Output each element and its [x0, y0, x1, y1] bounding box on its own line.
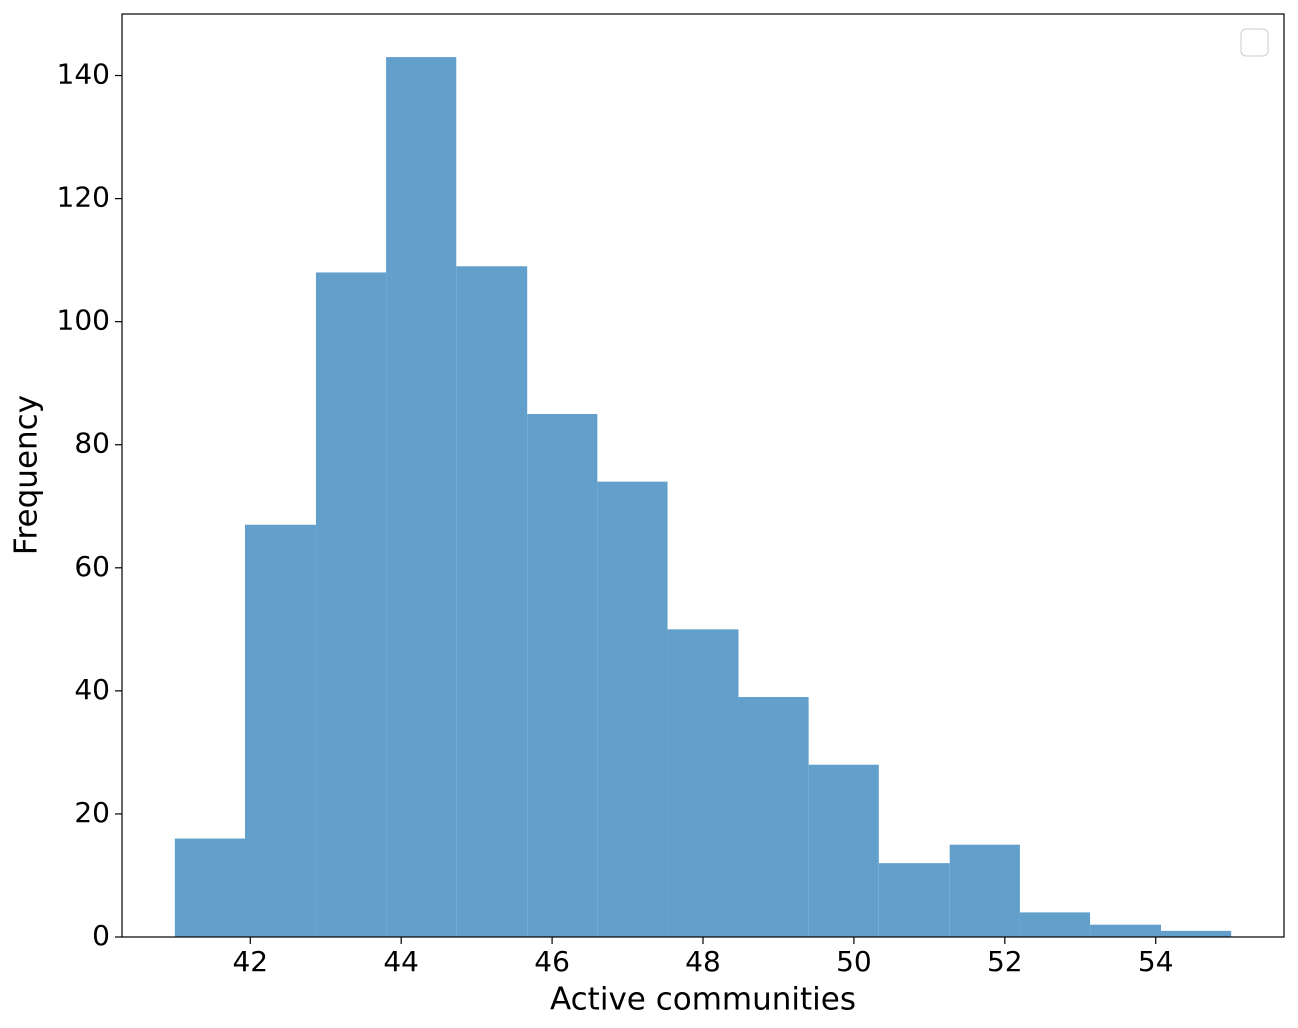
- bar: [1090, 924, 1162, 937]
- bar: [456, 266, 528, 938]
- bar: [527, 413, 598, 937]
- x-tick-label: 42: [232, 945, 268, 978]
- bar: [1161, 930, 1232, 937]
- x-tick-label: 54: [1138, 945, 1174, 978]
- y-tick-label: 20: [74, 796, 110, 829]
- y-axis-label: Frequency: [9, 395, 45, 555]
- x-tick-label: 48: [685, 945, 721, 978]
- bar: [667, 629, 739, 937]
- bar: [597, 481, 668, 937]
- bar: [386, 57, 457, 937]
- bar: [174, 838, 245, 937]
- legend-box: [1240, 28, 1269, 57]
- bar: [949, 844, 1020, 937]
- bar: [1019, 912, 1091, 937]
- bar: [738, 697, 809, 937]
- y-tick-label: 120: [57, 181, 110, 214]
- bar: [315, 272, 387, 937]
- bar: [808, 764, 879, 937]
- bar: [878, 863, 950, 937]
- x-tick-label: 44: [383, 945, 419, 978]
- y-tick-label: 140: [57, 58, 110, 91]
- x-axis-label: Active communities: [550, 982, 856, 1018]
- y-tick-label: 80: [74, 427, 110, 460]
- y-tick-label: 60: [74, 550, 110, 583]
- x-tick-label: 46: [534, 945, 570, 978]
- y-tick-label: 100: [57, 304, 110, 337]
- bar: [244, 524, 316, 937]
- x-tick-label: 52: [987, 945, 1023, 978]
- y-tick-label: 40: [74, 673, 110, 706]
- y-tick-label: 0: [92, 919, 110, 952]
- x-tick-label: 50: [836, 945, 872, 978]
